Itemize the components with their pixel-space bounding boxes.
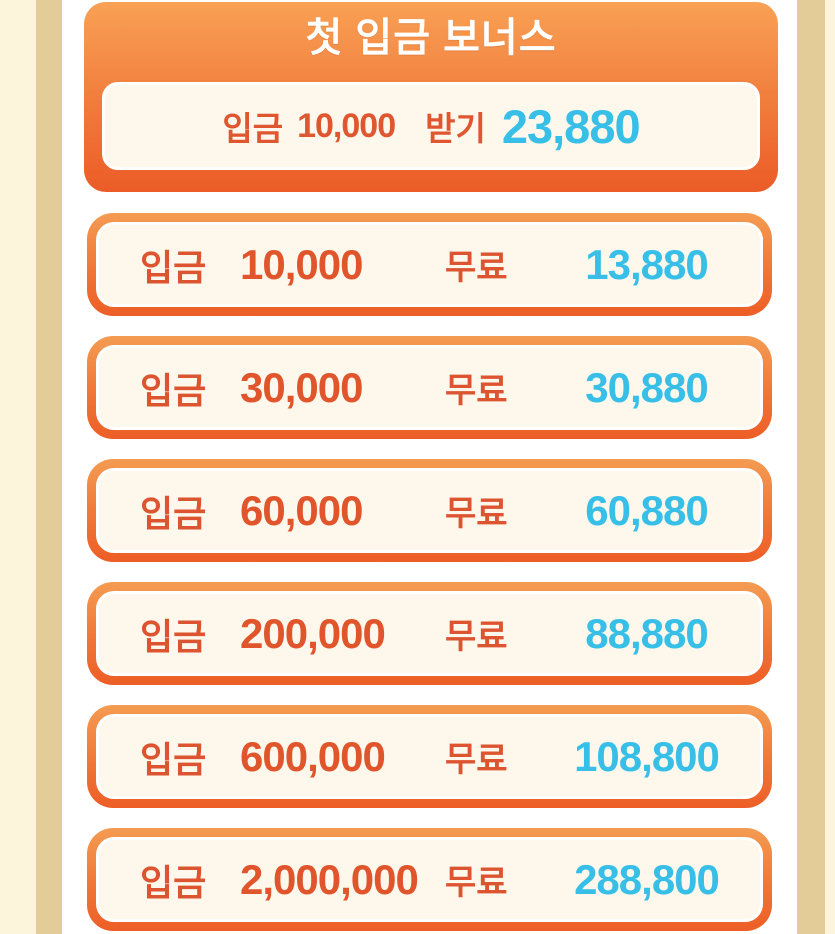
deposit-amount: 200,000 — [240, 609, 386, 657]
first-deposit-bonus-card: 첫 입금 보너스 입금 10,000 받기 23,880 — [84, 2, 778, 192]
first-deposit-claim-button[interactable]: 입금 10,000 받기 23,880 — [102, 82, 760, 170]
page-margin-right-cream — [825, 0, 835, 934]
deposit-label: 입금 — [140, 246, 207, 288]
bonus-row-inner: 입금 2,000,000 무료 288,800 — [96, 837, 763, 922]
free-label: 무료 — [445, 249, 508, 287]
bonus-amount: 13,880 — [585, 240, 708, 288]
deposit-amount: 60,000 — [240, 486, 363, 534]
deposit-amount: 600,000 — [240, 732, 386, 780]
free-label: 무료 — [445, 864, 508, 902]
bonus-amount: 108,800 — [574, 732, 720, 780]
deposit-label: 입금 — [140, 615, 207, 657]
bonus-row-inner: 입금 30,000 무료 30,880 — [96, 345, 763, 430]
deposit-label: 입금 — [140, 492, 207, 534]
deposit-label: 입금 — [222, 110, 284, 147]
claim-label: 받기 — [425, 110, 486, 147]
bonus-amount: 88,880 — [585, 609, 708, 657]
bonus-row[interactable]: 입금 200,000 무료 88,880 — [87, 582, 772, 685]
page-border-stripe-right — [797, 0, 825, 934]
bonus-row-inner: 입금 200,000 무료 88,880 — [96, 591, 763, 676]
page-margin-left-cream — [0, 0, 36, 934]
deposit-amount: 10,000 — [297, 106, 396, 145]
free-label: 무료 — [445, 741, 508, 779]
deposit-label: 입금 — [140, 861, 207, 903]
bonus-row[interactable]: 입금 600,000 무료 108,800 — [87, 705, 772, 808]
bonus-amount: 60,880 — [585, 486, 708, 534]
page-border-stripe-left — [36, 0, 62, 934]
bonus-row-list: 입금 10,000 무료 13,880 입금 30,000 무료 30,880 … — [87, 213, 772, 934]
bonus-row[interactable]: 입금 60,000 무료 60,880 — [87, 459, 772, 562]
bonus-row[interactable]: 입금 10,000 무료 13,880 — [87, 213, 772, 316]
free-label: 무료 — [445, 372, 508, 410]
bonus-row-inner: 입금 600,000 무료 108,800 — [96, 714, 763, 799]
bonus-amount: 288,800 — [574, 855, 720, 903]
free-label: 무료 — [445, 495, 508, 533]
bonus-amount: 23,880 — [501, 99, 641, 153]
bonus-row[interactable]: 입금 2,000,000 무료 288,800 — [87, 828, 772, 931]
deposit-amount: 10,000 — [240, 240, 363, 288]
deposit-amount: 30,000 — [240, 363, 363, 411]
deposit-label: 입금 — [140, 369, 207, 411]
first-deposit-bonus-title: 첫 입금 보너스 — [305, 16, 557, 60]
bonus-row-inner: 입금 60,000 무료 60,880 — [96, 468, 763, 553]
deposit-label: 입금 — [140, 738, 207, 780]
deposit-amount: 2,000,000 — [240, 855, 419, 903]
bonus-amount: 30,880 — [585, 363, 708, 411]
bonus-row[interactable]: 입금 30,000 무료 30,880 — [87, 336, 772, 439]
free-label: 무료 — [445, 618, 508, 656]
bonus-row-inner: 입금 10,000 무료 13,880 — [96, 222, 763, 307]
